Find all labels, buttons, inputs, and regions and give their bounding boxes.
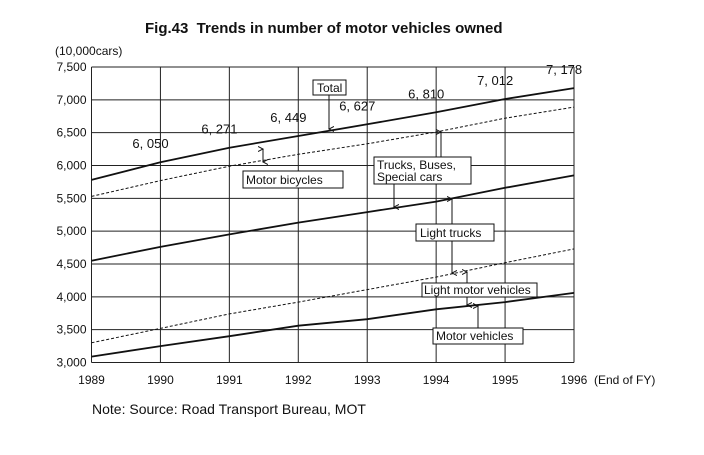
trucks-label-box bbox=[373, 156, 472, 185]
data-label: 6, 810 bbox=[408, 86, 444, 101]
series-line-motor-vehicles bbox=[91, 292, 575, 358]
data-label: 6, 627 bbox=[339, 98, 375, 113]
data-label: 6, 449 bbox=[270, 110, 306, 125]
motor-vehicles-label: Motor vehicles bbox=[436, 329, 513, 343]
data-labels: 6, 050 6, 271 6, 449 6, 627 6, 810 7, 012 7, 1… bbox=[132, 62, 582, 151]
source-note: Note: Source: Road Transport Bureau, MOT bbox=[92, 401, 366, 417]
y-tick-label: 5,000 bbox=[56, 224, 86, 238]
y-tick-label: 6,000 bbox=[56, 159, 86, 173]
total-label: Total bbox=[317, 81, 342, 95]
light-motor-label: Light motor vehicles bbox=[424, 283, 531, 297]
x-tick-label: 1993 bbox=[354, 373, 381, 387]
light-trucks-label: Light trucks bbox=[420, 226, 481, 240]
series-line-total bbox=[91, 87, 575, 181]
series-lines bbox=[91, 87, 575, 358]
chart-title: Fig.43 Trends in number of motor vehicle… bbox=[145, 20, 503, 37]
y-tick-label: 3,000 bbox=[56, 356, 86, 370]
x-tick-label: 1991 bbox=[216, 373, 243, 387]
grid bbox=[91, 66, 575, 363]
data-label: 6, 271 bbox=[201, 122, 237, 137]
x-tick-label: 1995 bbox=[492, 373, 519, 387]
motor-bicycles-label-box bbox=[242, 170, 344, 189]
series-line-light-trucks-boundary bbox=[91, 248, 575, 344]
light-motor-label-box bbox=[421, 282, 538, 298]
y-tick-label: 3,500 bbox=[56, 323, 86, 337]
light-trucks-label-box bbox=[415, 223, 495, 242]
y-tick-label: 5,500 bbox=[56, 191, 86, 205]
motor-bicycles-label: Motor bicycles bbox=[246, 173, 323, 187]
y-tick-label: 4,500 bbox=[56, 257, 86, 271]
y-tick-label: 4,000 bbox=[56, 290, 86, 304]
trucks-label-line2: Special cars bbox=[377, 170, 442, 184]
data-label: 6, 050 bbox=[132, 136, 168, 151]
series-line-motor-bicycles-boundary bbox=[91, 106, 575, 197]
x-tick-label: 1989 bbox=[78, 373, 105, 387]
trucks-label-line1: Trucks, Buses, bbox=[377, 158, 456, 172]
data-label: 7, 012 bbox=[477, 73, 513, 88]
x-tick-label: 1990 bbox=[147, 373, 174, 387]
series-line-trucks-buses-special-cars-boundary bbox=[91, 174, 575, 262]
y-tick-label: 7,000 bbox=[56, 93, 86, 107]
y-axis: 3,000 3,500 4,000 4,500 5,000 5,500 6,000 6,500… bbox=[56, 60, 86, 370]
y-tick-label: 6,500 bbox=[56, 126, 86, 140]
motor-vehicles-label-box bbox=[432, 327, 524, 345]
data-label: 7, 178 bbox=[546, 62, 582, 77]
x-tick-label: 1994 bbox=[423, 373, 450, 387]
y-tick-label: 7,500 bbox=[56, 60, 86, 74]
x-tick-label: 1996 bbox=[561, 373, 588, 387]
x-tick-label: 1992 bbox=[285, 373, 312, 387]
x-axis: 1989 1990 1991 1992 1993 1994 1995 1996 bbox=[78, 373, 588, 387]
y-axis-unit: (10,000cars) bbox=[55, 44, 122, 58]
total-label-box bbox=[312, 79, 347, 96]
x-axis-label: (End of FY) bbox=[594, 373, 655, 387]
annotations bbox=[263, 94, 478, 328]
